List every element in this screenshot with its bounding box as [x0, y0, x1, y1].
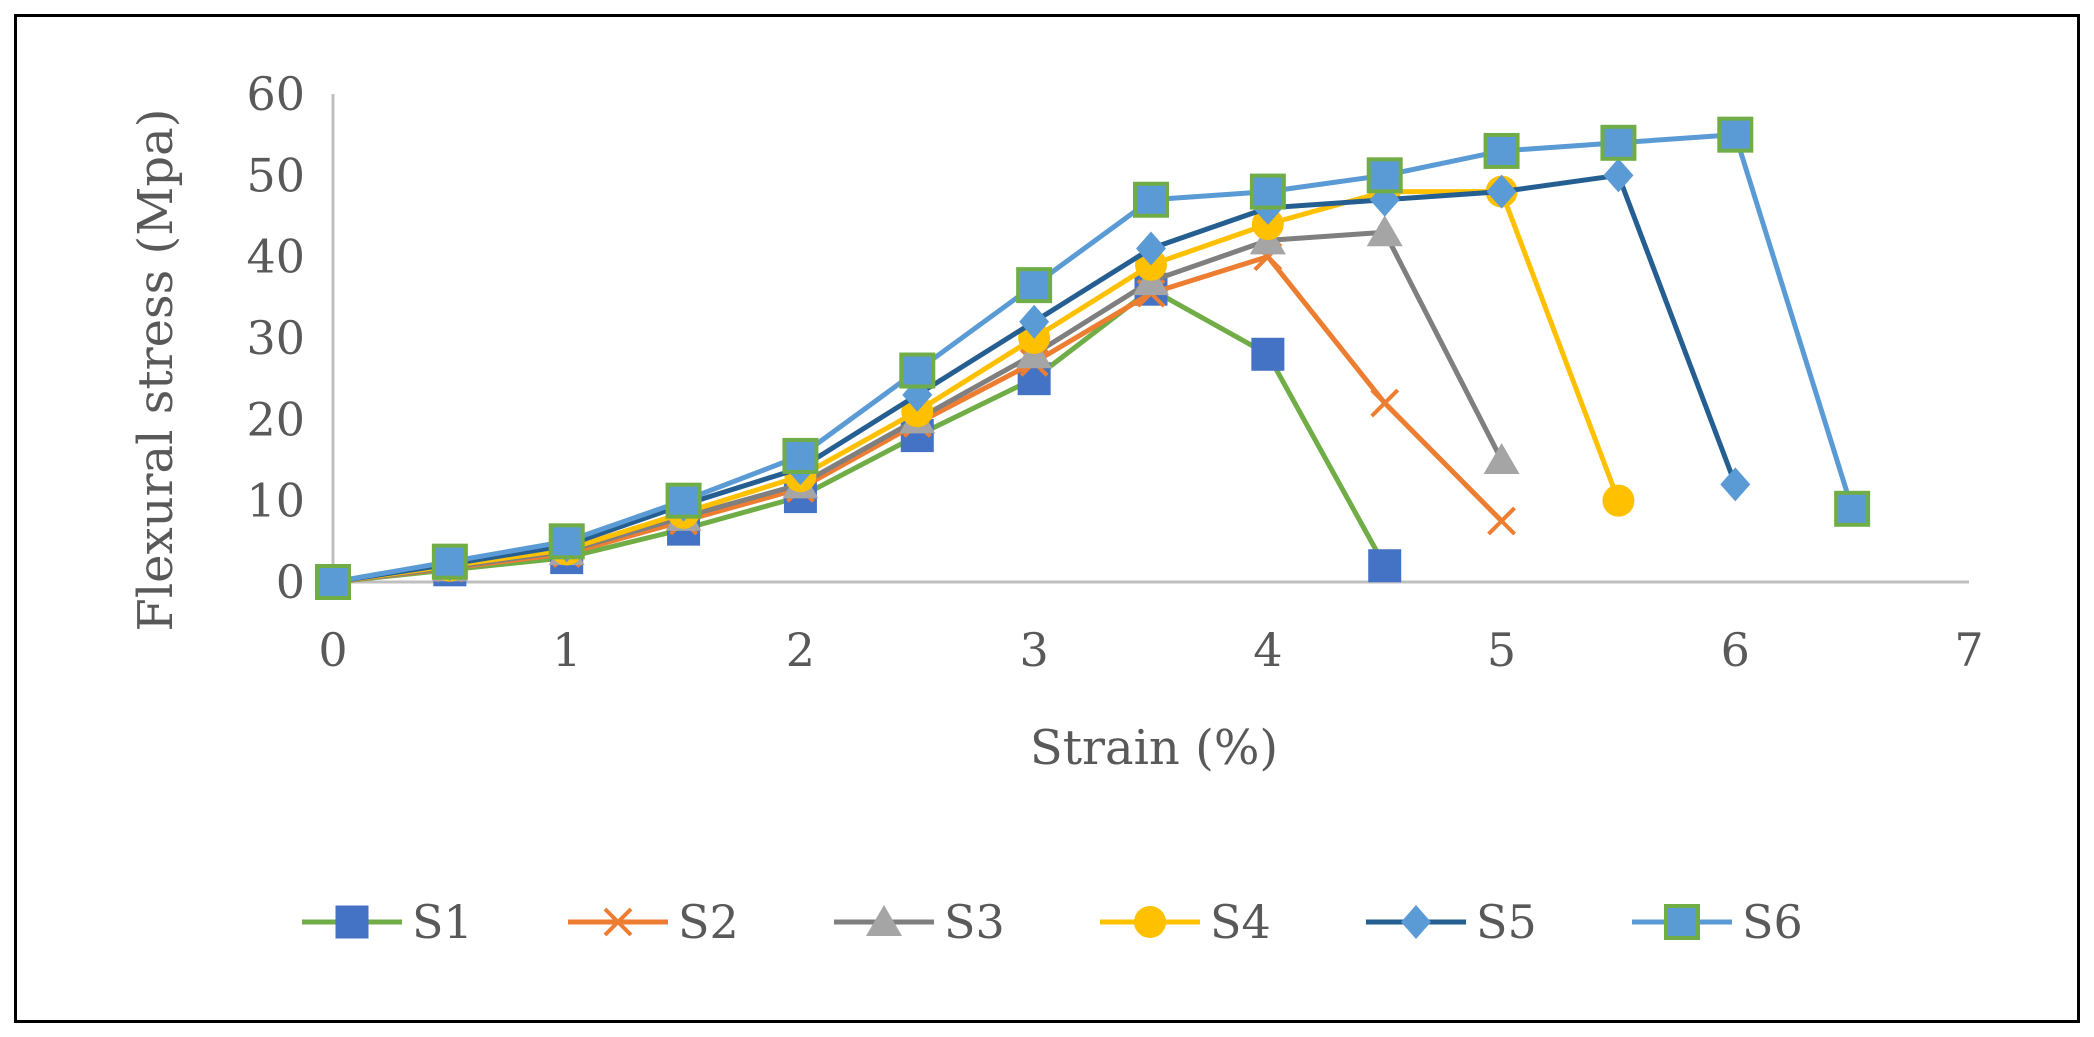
legend-item-s5: S5: [1366, 895, 1537, 949]
legend: S1 S2 S3 S4 S5 S6: [302, 895, 1803, 949]
data-point-s3: [1483, 443, 1520, 474]
legend-marker: [1664, 904, 1700, 940]
legend-item-s6: S6: [1632, 895, 1803, 949]
y-tick-label: 40: [246, 230, 305, 284]
x-tick-label: 4: [1253, 623, 1282, 677]
data-point-s6: [1834, 490, 1871, 527]
legend-label: S1: [412, 895, 473, 949]
x-tick-label: 7: [1954, 623, 1983, 677]
x-tick-label: 5: [1487, 623, 1516, 677]
marker-stroke: [1370, 388, 1400, 418]
x-tick-label: 2: [786, 623, 815, 677]
legend-item-s4: S4: [1100, 895, 1271, 949]
flexural-stress-chart: 0 1 2 3 4 5 6 7 0 10 20 30 40 50 60 Strain (%) Flexura…: [128, 67, 1984, 949]
data-point-s2: [1487, 506, 1516, 536]
legend-marker: [1401, 905, 1431, 939]
data-point-s6: [1366, 157, 1403, 194]
y-axis-title: Flexural stress (Mpa): [128, 109, 184, 632]
legend-label: S4: [1210, 895, 1271, 949]
x-tick-label: 3: [1020, 623, 1049, 677]
y-tick-label: 10: [246, 474, 305, 528]
x-tick-label: 1: [552, 623, 581, 677]
data-point-s6: [315, 564, 351, 600]
legend-item-s1: S1: [302, 895, 473, 949]
data-point-s6: [1133, 181, 1169, 218]
data-point-s6: [1016, 267, 1053, 304]
data-point-s6: [1483, 132, 1520, 169]
data-point-s6: [1249, 173, 1286, 210]
data-point-s6: [548, 523, 585, 560]
legend-marker: [603, 907, 633, 937]
series-layer: [315, 116, 1871, 600]
series-s6: [315, 116, 1871, 600]
data-point-s5: [1486, 174, 1517, 209]
data-point-s6: [899, 352, 936, 389]
marker-stroke: [1487, 506, 1516, 536]
legend-marker: [1134, 906, 1166, 938]
data-point-s4: [1602, 484, 1635, 517]
data-point-s5: [1720, 467, 1751, 502]
y-tick-label: 30: [246, 311, 305, 365]
series-s1: [316, 272, 1402, 599]
data-point-s6: [782, 437, 819, 474]
legend-item-s3: S3: [834, 895, 1005, 949]
legend-label: S6: [1742, 895, 1803, 949]
y-tick-label: 20: [246, 392, 305, 446]
y-tick-label: 60: [246, 67, 305, 121]
data-point-s5: [1136, 231, 1166, 266]
data-point-s5: [1603, 158, 1634, 193]
x-tick-label: 0: [318, 623, 347, 677]
data-point-s1: [1251, 337, 1285, 371]
y-tick-label: 50: [246, 148, 305, 202]
legend-label: S2: [678, 895, 739, 949]
data-point-s2: [1370, 388, 1400, 418]
series-line-s6: [332, 132, 1855, 585]
legend-marker: [866, 905, 902, 936]
axes: 0 1 2 3 4 5 6 7 0 10 20 30 40 50 60: [246, 67, 1983, 677]
marker-stroke: [603, 907, 633, 937]
data-point-s3: [1366, 215, 1403, 247]
legend-label: S5: [1476, 895, 1537, 949]
x-axis-title: Strain (%): [1030, 720, 1278, 776]
legend-item-s2: S2: [568, 895, 739, 949]
data-point-s1: [1368, 549, 1402, 583]
data-point-s6: [665, 482, 702, 519]
x-tick-label: 6: [1721, 623, 1750, 677]
legend-marker: [335, 905, 369, 939]
y-tick-label: 0: [276, 555, 305, 609]
series-line-s1: [332, 286, 1387, 585]
data-point-s6: [1717, 116, 1754, 153]
chart-frame: 0 1 2 3 4 5 6 7 0 10 20 30 40 50 60 Strain (%) Flexura…: [14, 14, 2080, 1023]
data-point-s6: [431, 543, 468, 580]
data-point-s6: [1600, 124, 1637, 161]
series-line-s4: [332, 189, 1621, 585]
legend-label: S3: [944, 895, 1005, 949]
